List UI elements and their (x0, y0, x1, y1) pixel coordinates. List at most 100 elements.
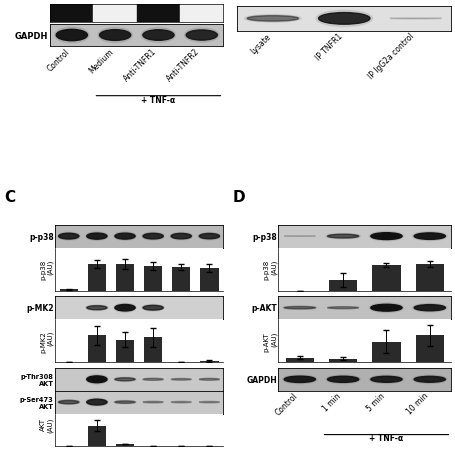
Text: 5 min: 5 min (364, 391, 385, 413)
Ellipse shape (99, 30, 131, 41)
Ellipse shape (327, 307, 358, 309)
Text: D: D (232, 189, 245, 204)
Ellipse shape (413, 305, 445, 311)
Bar (60, 290, 78, 291)
Text: IP TNFR1: IP TNFR1 (313, 32, 344, 62)
Text: 1 min: 1 min (321, 391, 343, 412)
Ellipse shape (114, 377, 136, 382)
Ellipse shape (370, 305, 401, 312)
Bar (200, 268, 218, 291)
Text: Control: Control (273, 391, 299, 417)
Ellipse shape (86, 233, 108, 241)
Text: Medium: Medium (87, 47, 115, 75)
Ellipse shape (98, 28, 132, 44)
Ellipse shape (115, 233, 135, 240)
Text: p-p38: p-p38 (252, 232, 277, 241)
Bar (87, 336, 106, 363)
Ellipse shape (184, 29, 218, 43)
Ellipse shape (86, 376, 107, 383)
Bar (329, 280, 356, 291)
Ellipse shape (55, 28, 89, 44)
Text: C: C (5, 189, 15, 204)
Text: Anti-TNFR1: Anti-TNFR1 (122, 47, 158, 83)
Ellipse shape (325, 234, 359, 239)
Ellipse shape (86, 233, 107, 240)
Text: GAPDH: GAPDH (15, 31, 48, 40)
Ellipse shape (141, 29, 175, 43)
Ellipse shape (327, 376, 358, 383)
Ellipse shape (389, 19, 440, 20)
Text: AKT
(AU): AKT (AU) (40, 417, 54, 432)
Ellipse shape (282, 306, 316, 310)
Bar (50, 5, 93, 23)
Bar (116, 265, 134, 291)
Ellipse shape (413, 233, 445, 240)
Ellipse shape (57, 400, 80, 404)
Text: p-MK2
(AU): p-MK2 (AU) (40, 330, 54, 352)
Bar (415, 264, 443, 291)
Text: p-MK2: p-MK2 (26, 303, 54, 313)
Ellipse shape (369, 303, 403, 313)
Bar (372, 265, 399, 291)
Ellipse shape (142, 233, 164, 241)
Ellipse shape (143, 234, 163, 239)
Bar (285, 358, 313, 363)
Text: p-Ser473
AKT: p-Ser473 AKT (20, 396, 54, 409)
Ellipse shape (318, 14, 369, 25)
Ellipse shape (86, 398, 108, 406)
Ellipse shape (315, 11, 372, 27)
Bar (180, 5, 223, 23)
Ellipse shape (142, 305, 164, 311)
Ellipse shape (114, 233, 136, 241)
Ellipse shape (369, 375, 403, 384)
Bar (136, 5, 180, 23)
Ellipse shape (115, 305, 135, 311)
Ellipse shape (171, 402, 191, 403)
Ellipse shape (199, 402, 219, 403)
Bar (87, 426, 106, 446)
Ellipse shape (143, 401, 163, 403)
Ellipse shape (412, 232, 446, 241)
Ellipse shape (247, 16, 298, 22)
Ellipse shape (86, 375, 108, 384)
Bar (144, 338, 162, 363)
Ellipse shape (143, 306, 163, 310)
Ellipse shape (199, 234, 219, 239)
Ellipse shape (283, 307, 315, 309)
Bar (93, 5, 136, 23)
Text: Control: Control (46, 47, 72, 73)
Ellipse shape (143, 379, 163, 380)
Ellipse shape (199, 379, 219, 380)
Ellipse shape (115, 378, 135, 381)
Bar (415, 336, 443, 363)
Ellipse shape (59, 234, 79, 239)
Bar (372, 342, 399, 363)
Ellipse shape (198, 233, 220, 240)
Ellipse shape (115, 401, 135, 404)
Ellipse shape (412, 304, 446, 312)
Ellipse shape (244, 15, 300, 23)
Ellipse shape (282, 375, 316, 384)
Ellipse shape (413, 376, 445, 383)
Ellipse shape (170, 233, 192, 240)
Ellipse shape (114, 303, 136, 313)
Ellipse shape (56, 30, 87, 42)
Bar (329, 359, 356, 363)
Text: p-AKT: p-AKT (251, 303, 277, 313)
Text: p-p38
(AU): p-p38 (AU) (263, 259, 277, 280)
Ellipse shape (59, 400, 79, 404)
Text: Anti-TNFR2: Anti-TNFR2 (165, 47, 201, 83)
Text: + TNF-α: + TNF-α (369, 433, 403, 442)
Text: p-p38: p-p38 (29, 232, 54, 241)
Ellipse shape (57, 233, 80, 241)
Bar (116, 340, 134, 363)
Ellipse shape (86, 305, 108, 311)
Ellipse shape (370, 376, 401, 383)
Ellipse shape (171, 234, 191, 239)
Ellipse shape (142, 30, 174, 41)
Text: + TNF-α: + TNF-α (141, 96, 175, 105)
Ellipse shape (325, 375, 359, 384)
Ellipse shape (114, 400, 136, 404)
Text: p-Thr308
AKT: p-Thr308 AKT (21, 373, 54, 386)
Bar (87, 264, 106, 291)
